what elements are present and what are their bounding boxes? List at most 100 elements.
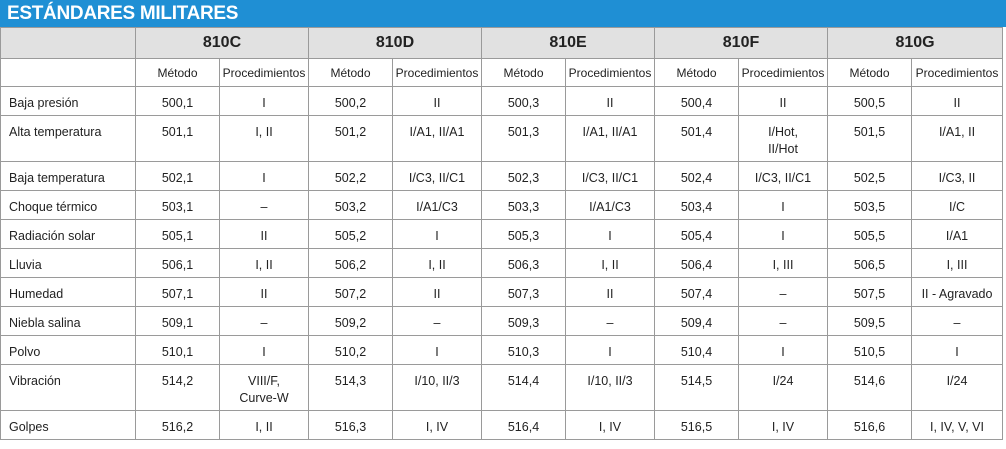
test-name-cell: Polvo bbox=[0, 335, 136, 365]
procedures-cell: I/C3, II/C1 bbox=[392, 161, 482, 191]
procedures-cell: II bbox=[392, 86, 482, 116]
method-cell: 503,1 bbox=[135, 190, 220, 220]
procedures-cell: – bbox=[738, 306, 828, 336]
method-cell: 503,5 bbox=[827, 190, 912, 220]
procedures-cell: I, II bbox=[219, 248, 309, 278]
table-row: Choque térmico 503,1–503,2 I/A1/C3 503,3 I/A… bbox=[0, 190, 1004, 220]
method-cell: 510,2 bbox=[308, 335, 393, 365]
method-cell: 505,3 bbox=[481, 219, 566, 249]
procedures-cell: I/A1/C3 bbox=[392, 190, 482, 220]
method-cell: 501,2 bbox=[308, 115, 393, 162]
method-cell: 507,1 bbox=[135, 277, 220, 307]
procedures-cell: I, II bbox=[565, 248, 655, 278]
procedures-cell: I bbox=[738, 190, 828, 220]
procedures-subheader: Procedimientos bbox=[392, 58, 482, 87]
table-row: Vibración 514,2 VIII/F, Curve-W 514,3 I/10, … bbox=[0, 364, 1004, 411]
method-cell: 514,2 bbox=[135, 364, 220, 411]
method-cell: 510,1 bbox=[135, 335, 220, 365]
table-row: Niebla salina 509,1–509,2–509,3–509,4–509… bbox=[0, 306, 1004, 336]
method-cell: 514,5 bbox=[654, 364, 739, 411]
method-cell: 506,4 bbox=[654, 248, 739, 278]
procedures-cell: I bbox=[565, 335, 655, 365]
procedures-cell: I/A1, II bbox=[910, 115, 1004, 162]
procedures-cell: I bbox=[910, 335, 1004, 365]
method-cell: 510,5 bbox=[827, 335, 912, 365]
standard-header: 810E bbox=[481, 27, 655, 59]
standard-header: 810G bbox=[826, 27, 1004, 59]
table-row: Polvo 510,1 I 510,2 I 510,3 I 510,4 I 510,5 I bbox=[0, 335, 1004, 365]
procedures-cell: II bbox=[738, 86, 828, 116]
method-cell: 501,4 bbox=[654, 115, 739, 162]
test-name-cell: Alta temperatura bbox=[0, 115, 136, 162]
procedures-cell: II bbox=[910, 86, 1004, 116]
method-cell: 500,3 bbox=[481, 86, 566, 116]
method-cell: 507,4 bbox=[654, 277, 739, 307]
standards-header-row: 810C 810D 810E 810F 810G bbox=[0, 27, 1004, 59]
test-name-cell: Niebla salina bbox=[0, 306, 136, 336]
method-cell: 503,3 bbox=[481, 190, 566, 220]
method-cell: 501,3 bbox=[481, 115, 566, 162]
procedures-cell: I bbox=[392, 335, 482, 365]
procedures-cell: I, II bbox=[219, 115, 309, 162]
procedures-cell: II - Agravado bbox=[910, 277, 1004, 307]
procedures-cell: I/10, II/3 bbox=[392, 364, 482, 411]
method-cell: 505,4 bbox=[654, 219, 739, 249]
method-cell: 505,5 bbox=[827, 219, 912, 249]
method-cell: 506,3 bbox=[481, 248, 566, 278]
procedures-cell: I/A1/C3 bbox=[565, 190, 655, 220]
test-name-cell: Baja temperatura bbox=[0, 161, 136, 191]
table-row: Lluvia 506,1 I, II 506,2 I, II 506,3 I, II 506,… bbox=[0, 248, 1004, 278]
procedures-cell: I, IV bbox=[392, 410, 482, 440]
method-cell: 509,2 bbox=[308, 306, 393, 336]
method-cell: 514,6 bbox=[827, 364, 912, 411]
method-cell: 503,4 bbox=[654, 190, 739, 220]
procedures-cell: – bbox=[910, 306, 1004, 336]
procedures-cell: I bbox=[219, 335, 309, 365]
method-cell: 500,2 bbox=[308, 86, 393, 116]
procedures-cell: – bbox=[219, 306, 309, 336]
procedures-subheader: Procedimientos bbox=[910, 58, 1004, 87]
procedures-cell: I, IV bbox=[738, 410, 828, 440]
method-cell: 506,5 bbox=[827, 248, 912, 278]
method-cell: 514,3 bbox=[308, 364, 393, 411]
method-cell: 507,3 bbox=[481, 277, 566, 307]
method-cell: 509,3 bbox=[481, 306, 566, 336]
method-cell: 502,2 bbox=[308, 161, 393, 191]
method-cell: 503,2 bbox=[308, 190, 393, 220]
standard-header: 810C bbox=[135, 27, 309, 59]
method-subheader: Método bbox=[827, 58, 912, 87]
procedures-cell: II bbox=[392, 277, 482, 307]
method-cell: 502,3 bbox=[481, 161, 566, 191]
method-cell: 510,3 bbox=[481, 335, 566, 365]
procedures-cell: I/C3, II/C1 bbox=[738, 161, 828, 191]
procedures-cell: I bbox=[219, 86, 309, 116]
method-cell: 500,4 bbox=[654, 86, 739, 116]
method-subheader: Método bbox=[654, 58, 739, 87]
procedures-cell: II bbox=[219, 277, 309, 307]
method-cell: 502,4 bbox=[654, 161, 739, 191]
method-cell: 502,5 bbox=[827, 161, 912, 191]
procedures-cell: I/A1 bbox=[910, 219, 1004, 249]
procedures-cell: I/Hot, II/Hot bbox=[738, 115, 828, 162]
method-cell: 514,4 bbox=[481, 364, 566, 411]
test-name-cell: Golpes bbox=[0, 410, 136, 440]
corner-cell bbox=[0, 27, 136, 59]
method-cell: 509,1 bbox=[135, 306, 220, 336]
method-cell: 507,5 bbox=[827, 277, 912, 307]
procedures-cell: I bbox=[565, 219, 655, 249]
table-row: Baja temperatura 502,1 I 502,2 I/C3, II/C1 50… bbox=[0, 161, 1004, 191]
corner-subheader-cell bbox=[0, 58, 136, 87]
procedures-cell: I bbox=[738, 335, 828, 365]
procedures-cell: I/C3, II bbox=[910, 161, 1004, 191]
procedures-cell: I/24 bbox=[738, 364, 828, 411]
test-name-cell: Baja presión bbox=[0, 86, 136, 116]
test-name-cell: Choque térmico bbox=[0, 190, 136, 220]
procedures-cell: I, IV, V, VI bbox=[910, 410, 1004, 440]
procedures-cell: I, III bbox=[738, 248, 828, 278]
procedures-subheader: Procedimientos bbox=[738, 58, 828, 87]
method-cell: 516,2 bbox=[135, 410, 220, 440]
subheader-row: Método Procedimientos Método Procedimien… bbox=[0, 58, 1004, 87]
procedures-cell: I bbox=[738, 219, 828, 249]
military-standards-table: 810C 810D 810E 810F 810G Método Procedim… bbox=[0, 27, 1004, 440]
method-cell: 516,4 bbox=[481, 410, 566, 440]
